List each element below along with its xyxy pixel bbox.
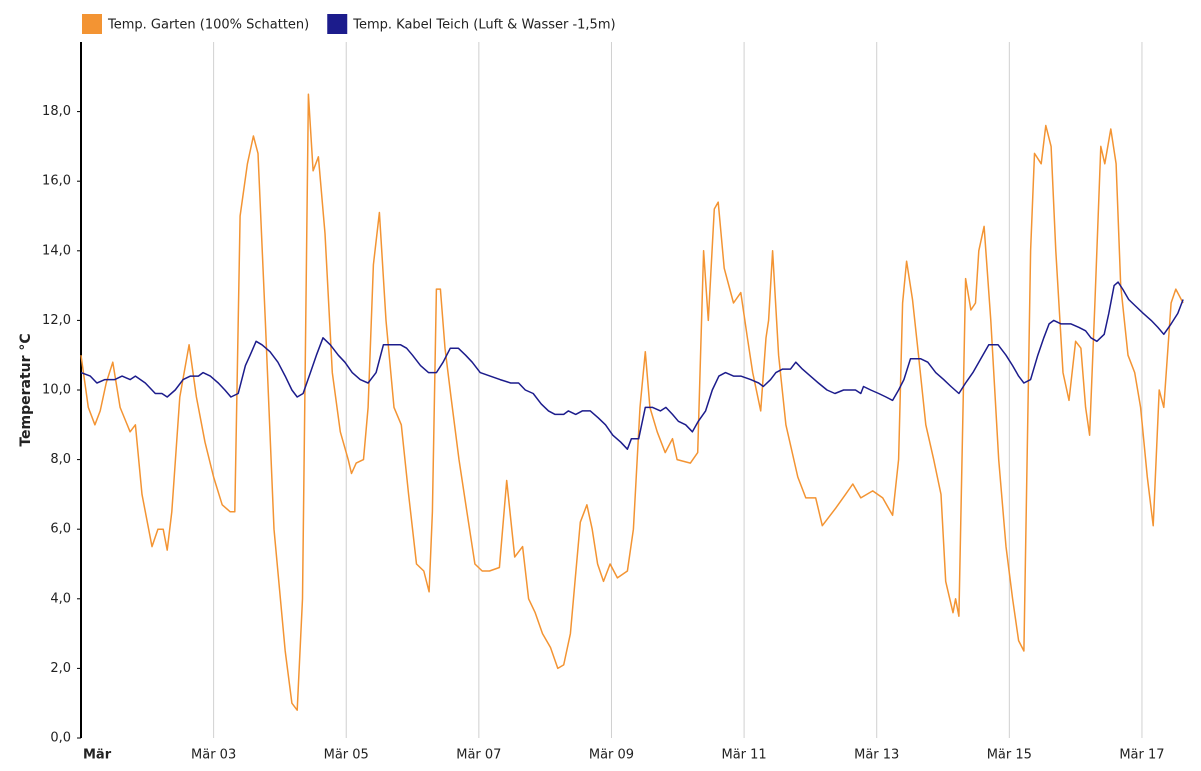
- y-tick-label: 2,0: [50, 661, 71, 676]
- x-tick-label: Mär 09: [589, 748, 634, 763]
- y-tick-label: 14,0: [42, 243, 71, 258]
- y-axis-label: Temperatur °C: [18, 333, 34, 446]
- legend-label: Temp. Garten (100% Schatten): [107, 18, 309, 33]
- y-tick-label: 4,0: [50, 591, 71, 606]
- x-tick-label: Mär 13: [854, 748, 899, 763]
- x-tick-label: Mär 05: [324, 748, 369, 763]
- x-tick-label: Mär 15: [987, 748, 1032, 763]
- legend-swatch: [82, 14, 102, 34]
- y-tick-label: 16,0: [42, 174, 71, 189]
- x-tick-label: Mär 03: [191, 748, 236, 763]
- y-tick-label: 10,0: [42, 383, 71, 398]
- y-tick-label: 6,0: [50, 522, 71, 537]
- y-tick-label: 8,0: [50, 452, 71, 467]
- x-tick-label: Mär 07: [456, 748, 501, 763]
- y-tick-label: 0,0: [50, 731, 71, 746]
- legend-label: Temp. Kabel Teich (Luft & Wasser -1,5m): [352, 18, 615, 33]
- series-line: [80, 281, 1184, 450]
- legend-swatch: [327, 14, 348, 34]
- x-tick-label: Mär 11: [721, 748, 766, 763]
- y-tick-label: 18,0: [42, 104, 71, 119]
- x-tick-label: Mär: [83, 748, 112, 763]
- series-line: [80, 93, 1184, 711]
- y-tick-label: 12,0: [42, 313, 71, 328]
- x-tick-label: Mär 17: [1119, 748, 1164, 763]
